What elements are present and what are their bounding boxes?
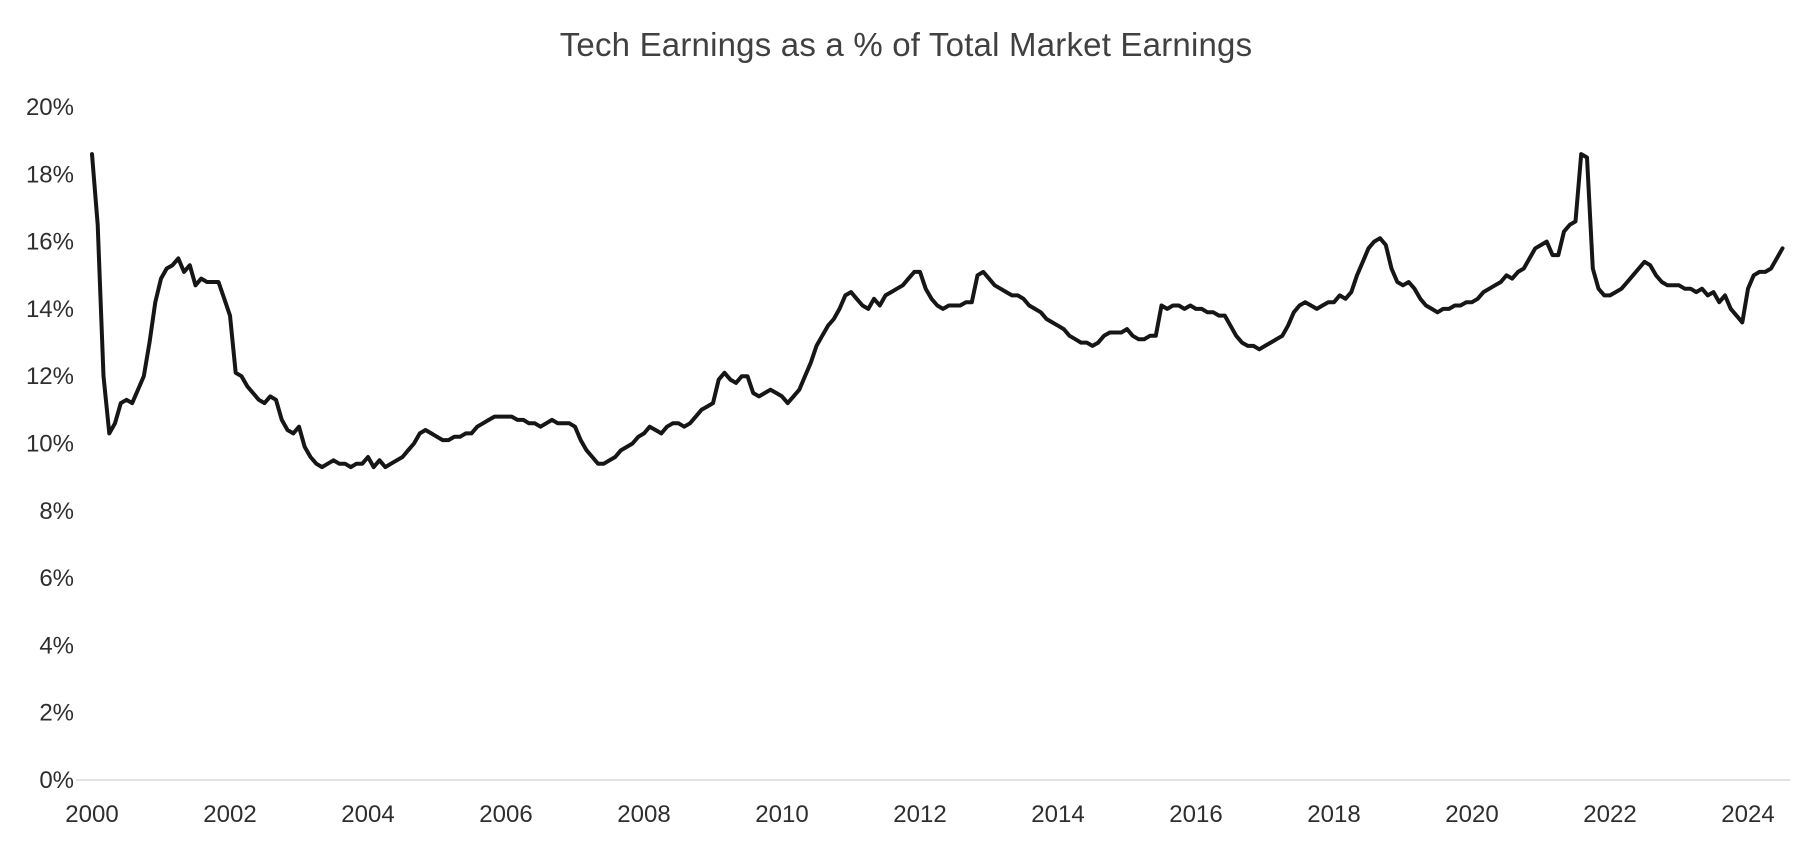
x-tick-label: 2006 bbox=[479, 801, 532, 828]
x-tick-label: 2010 bbox=[755, 801, 808, 828]
y-tick-label: 20% bbox=[26, 94, 74, 121]
y-tick-label: 0% bbox=[39, 767, 74, 794]
x-tick-label: 2008 bbox=[617, 801, 670, 828]
y-tick-label: 2% bbox=[39, 700, 74, 727]
y-tick-label: 16% bbox=[26, 229, 74, 256]
series-line bbox=[90, 152, 1785, 470]
chart-title: Tech Earnings as a % of Total Market Ear… bbox=[559, 26, 1253, 63]
y-tick-label: 8% bbox=[39, 498, 74, 525]
y-tick-label: 4% bbox=[39, 632, 74, 659]
y-tick-label: 14% bbox=[26, 296, 74, 323]
y-tick-label: 10% bbox=[26, 431, 74, 458]
x-tick-label: 2018 bbox=[1307, 801, 1360, 828]
x-tick-label: 2022 bbox=[1583, 801, 1636, 828]
y-tick-label: 6% bbox=[39, 565, 74, 592]
x-tick-label: 2012 bbox=[893, 801, 946, 828]
x-tick-label: 2020 bbox=[1445, 801, 1498, 828]
x-tick-label: 2002 bbox=[203, 801, 256, 828]
y-tick-label: 12% bbox=[26, 363, 74, 390]
x-tick-label: 2024 bbox=[1721, 801, 1774, 828]
x-tick-label: 2016 bbox=[1169, 801, 1222, 828]
x-tick-label: 2014 bbox=[1031, 801, 1084, 828]
x-tick-label: 2000 bbox=[65, 801, 118, 828]
x-tick-label: 2004 bbox=[341, 801, 394, 828]
y-tick-label: 18% bbox=[26, 161, 74, 188]
